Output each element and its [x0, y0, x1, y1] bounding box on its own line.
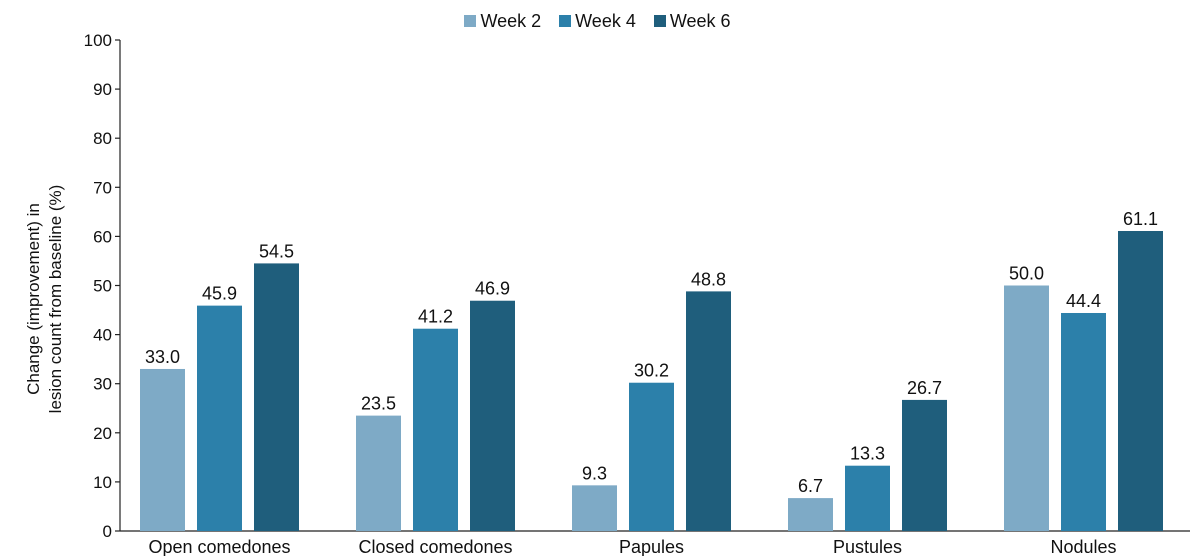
bar: [572, 485, 617, 531]
bar: [686, 291, 731, 531]
legend-swatch-week-2: [464, 15, 477, 27]
legend-label-week-4: Week 4: [575, 11, 636, 31]
data-label: 26.7: [907, 378, 942, 398]
data-label: 48.8: [691, 269, 726, 289]
x-tick-label: Papules: [619, 537, 684, 556]
bar: [629, 382, 674, 531]
y-tick-label: 90: [93, 80, 112, 99]
legend-label-week-2: Week 2: [480, 11, 542, 31]
bar: [1118, 230, 1163, 531]
y-tick-label: 100: [84, 31, 112, 50]
y-tick-label: 80: [93, 129, 112, 148]
y-tick-label: 20: [93, 424, 112, 443]
y-tick-label: 50: [93, 277, 112, 296]
legend-item-week-2: Week 2: [464, 10, 541, 32]
y-tick-label: 0: [103, 522, 112, 541]
data-label: 9.3: [582, 463, 607, 483]
data-label: 23.5: [361, 394, 396, 414]
data-label: 45.9: [202, 284, 237, 304]
data-label: 50.0: [1009, 264, 1044, 284]
y-tick-label: 10: [93, 473, 112, 492]
bar: [356, 415, 401, 531]
data-label: 30.2: [634, 361, 669, 381]
legend-swatch-week-4: [559, 15, 572, 27]
x-tick-label: Open comedones: [148, 537, 290, 556]
bar: [413, 328, 458, 531]
bar: [1004, 285, 1049, 531]
bar: [1061, 312, 1106, 531]
chart-legend: Week 2 Week 4 Week 6: [0, 10, 1195, 32]
y-tick-label: 70: [93, 178, 112, 197]
y-tick-label: 30: [93, 375, 112, 394]
bar: [470, 300, 515, 531]
x-tick-label: Closed comedones: [358, 537, 512, 556]
data-label: 44.4: [1066, 291, 1101, 311]
x-tick-label: Nodules: [1050, 537, 1116, 556]
data-label: 33.0: [145, 347, 180, 367]
data-label: 54.5: [259, 241, 294, 261]
x-tick-label: Pustules: [833, 537, 902, 556]
legend-swatch-week-6: [653, 15, 666, 27]
bar: [788, 498, 833, 531]
data-label: 61.1: [1123, 209, 1158, 229]
legend-item-week-4: Week 4: [559, 10, 636, 32]
bar: [254, 263, 299, 531]
bar: [140, 368, 185, 531]
bar: [902, 399, 947, 531]
data-label: 41.2: [418, 307, 453, 327]
data-label: 13.3: [850, 444, 885, 464]
bar: [845, 465, 890, 531]
bar: [197, 305, 242, 531]
legend-item-week-6: Week 6: [653, 10, 731, 32]
y-tick-label: 40: [93, 326, 112, 345]
data-label: 6.7: [798, 476, 823, 496]
legend-label-week-6: Week 6: [669, 11, 731, 31]
data-label: 46.9: [475, 279, 510, 299]
y-tick-label: 60: [93, 227, 112, 246]
